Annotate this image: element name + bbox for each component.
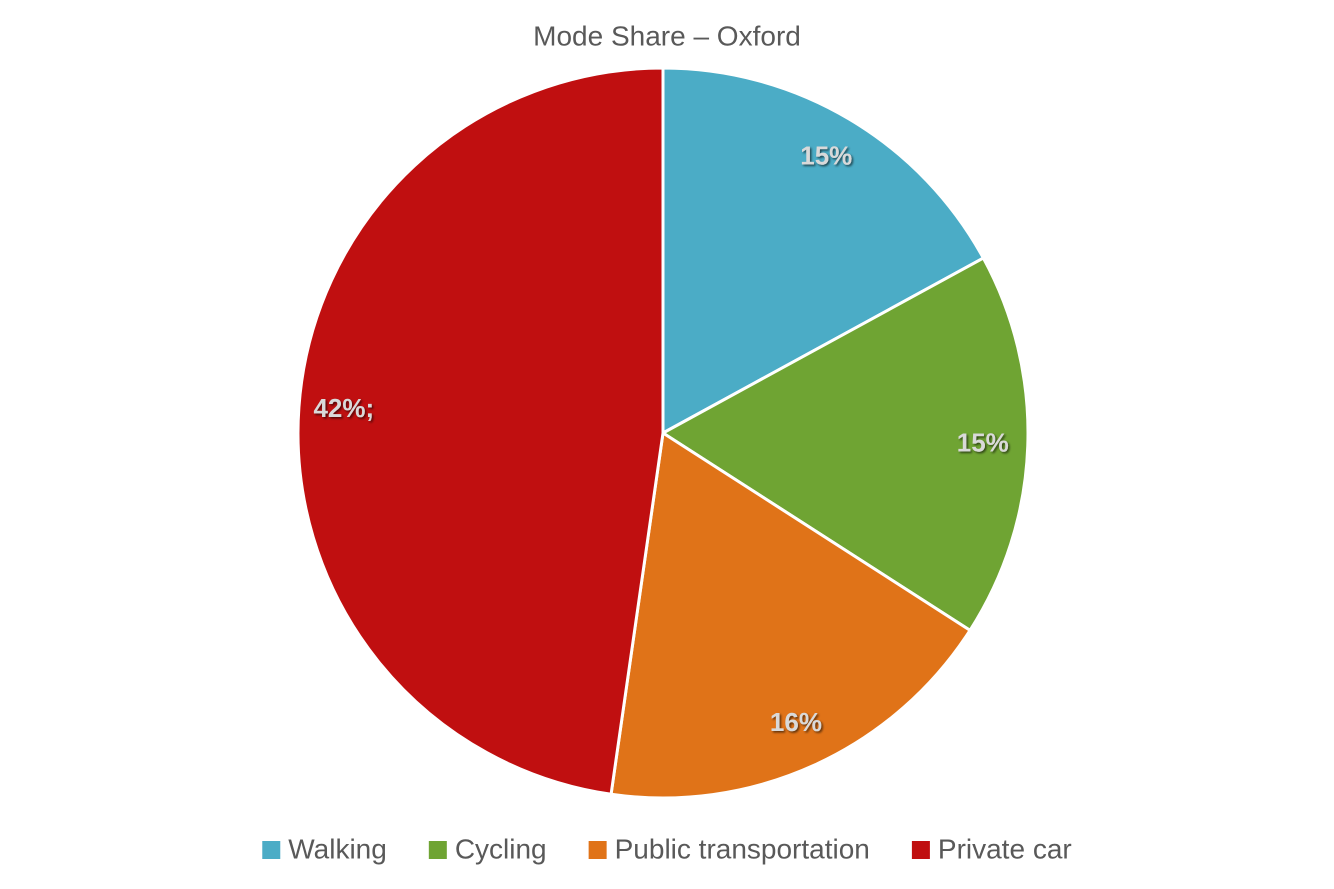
legend: Walking Cycling Public transportation Priva… (262, 833, 1072, 864)
data-label: 15% (800, 141, 852, 171)
legend-swatch (262, 841, 281, 859)
legend-swatch (428, 841, 447, 859)
pie-slice (609, 430, 973, 800)
legend-swatch (588, 841, 607, 859)
legend-label: Public transportation (615, 833, 870, 864)
legend-swatch (911, 841, 930, 859)
pie-slice (296, 66, 665, 796)
legend-label: Walking (288, 833, 387, 864)
chart-title: Mode Share – Oxford (533, 20, 801, 51)
pie (296, 66, 1030, 800)
data-label: 42%; (313, 393, 374, 423)
data-label: 16% (770, 707, 822, 737)
legend-label: Private car (938, 833, 1072, 864)
pie-slice (661, 66, 986, 436)
pie-slice (660, 256, 1030, 633)
data-label: 15% (957, 427, 1009, 457)
data-labels: 15% 15% 16% 42%; (313, 141, 1008, 737)
legend-label: Cycling (455, 833, 547, 864)
